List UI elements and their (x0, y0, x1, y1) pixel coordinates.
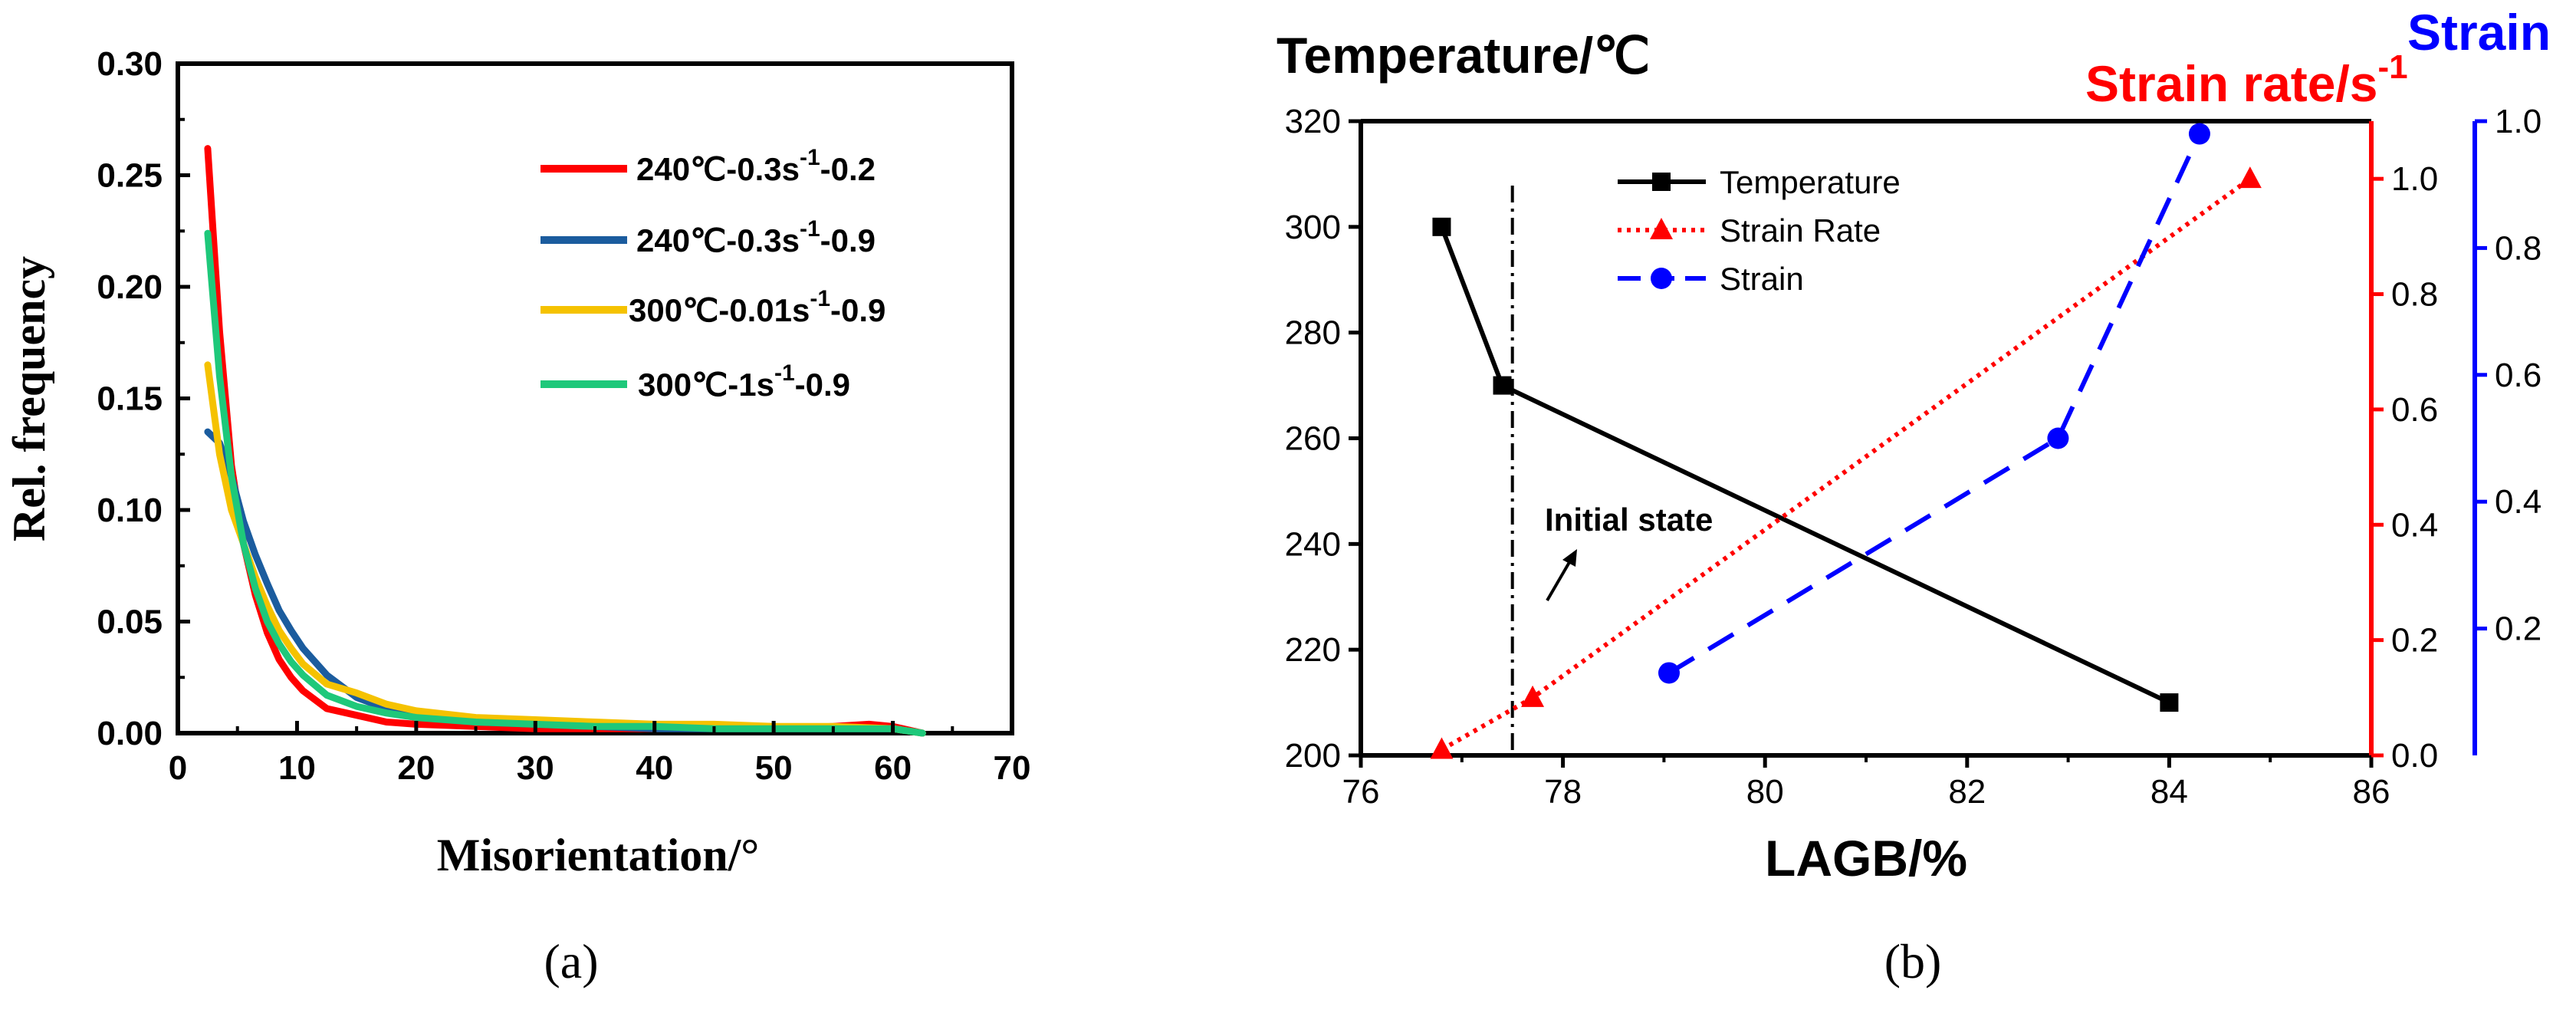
legend-text: 240℃-0.3s (636, 222, 800, 258)
chart-b-legend-label: Strain Rate (1720, 212, 1881, 248)
chart-b-series-line-strain-rate (1440, 176, 2252, 752)
chart-b-strain-tick-label: 0.4 (2495, 483, 2542, 521)
chart-a-ytick-label: 0.20 (97, 268, 163, 306)
strain-rate-label-sup: -1 (2378, 48, 2408, 86)
chart-b-legend: Temperature Strain Rate Strain (1618, 164, 1901, 297)
chart-a-xtick-label: 50 (755, 749, 793, 787)
chart-a: 0 10 20 30 40 50 60 70 0.00 0.05 0.10 0.15 0.20 0.25… (4, 45, 1030, 989)
chart-a-ytick-label: 0.25 (97, 157, 163, 195)
chart-b-temperature-tick-label: 300 (1285, 209, 1341, 246)
legend-text: 300℃-1s (638, 367, 774, 403)
chart-a-legend-label-3: 300℃-0.01s-1-0.9 (629, 286, 886, 328)
chart-b-xtick-label: 78 (1544, 773, 1582, 811)
chart-b: 76 78 80 82 84 86 200 220 240 260 280 300 320 0.0 0.2 0… (1276, 4, 2551, 989)
chart-b-legend-marker (1652, 173, 1671, 191)
chart-b-temperature-tick-label: 320 (1285, 103, 1341, 140)
chart-a-plot-frame (176, 61, 1014, 735)
chart-b-point-strain-rate (1430, 737, 1454, 759)
chart-b-series-line-strain (1668, 133, 2202, 676)
legend-text: 240℃-0.3s (636, 151, 800, 187)
initial-state-arrow (1546, 557, 1573, 602)
chart-a-legend-label-4: 300℃-1s-1-0.9 (638, 360, 850, 403)
chart-a-ytick-label: 0.10 (97, 492, 163, 529)
chart-b-point-temperature (1493, 376, 1512, 395)
chart-b-series-line-temperature (1439, 225, 2170, 705)
chart-b-xtick-label: 84 (2150, 773, 2188, 811)
chart-b-temperature-axis-label: Temperature/℃ (1276, 27, 1650, 84)
chart-a-ylabel: Rel. frequency (4, 256, 54, 541)
chart-b-temperature-tick-label: 240 (1285, 525, 1341, 563)
chart-b-point-temperature (2160, 693, 2179, 712)
chart-b-point-strain (2047, 427, 2069, 449)
chart-b-temperature-tick-label: 280 (1285, 314, 1341, 352)
chart-a-xtick-label: 60 (874, 749, 912, 787)
strain-rate-label-main: Strain rate/s (2085, 55, 2378, 112)
panel-b-label: (b) (1884, 934, 1942, 989)
chart-b-temperature-tick-label: 200 (1285, 737, 1341, 775)
chart-a-legend: 240℃-0.3s-1-0.2240℃-0.3s-1-0.9300℃-0.01s… (540, 145, 886, 403)
chart-a-xtick-label: 40 (636, 749, 673, 787)
chart-b-point-temperature (1432, 217, 1451, 236)
chart-b-xtick-label: 86 (2353, 773, 2390, 811)
chart-b-temperature-tick-label: 220 (1285, 631, 1341, 669)
chart-b-legend-marker (1651, 268, 1672, 289)
chart-a-series-line-3 (204, 361, 926, 737)
chart-a-legend-label-2: 240℃-0.3s-1-0.9 (636, 216, 876, 258)
chart-b-strain-tick-label: 0.2 (2495, 610, 2542, 648)
chart-b-xlabel: LAGB/% (1765, 830, 1967, 887)
legend-superscript: -1 (800, 145, 820, 170)
chart-b-strain-rate-axis-label: Strain rate/s-1 (2085, 48, 2408, 112)
legend-text: 300℃-0.01s (629, 292, 810, 328)
chart-a-xtick-label: 30 (517, 749, 554, 787)
chart-a-legend-label-1: 240℃-0.3s-1-0.2 (636, 145, 876, 187)
chart-b-point-strain (2188, 123, 2210, 145)
chart-b-strain-tick-label: 1.0 (2495, 103, 2542, 140)
chart-b-strain-tick-label: 0.8 (2495, 229, 2542, 267)
chart-a-xtick-label: 20 (397, 749, 435, 787)
initial-state-arrowhead (1562, 549, 1577, 567)
legend-superscript: -1 (810, 286, 830, 311)
panel-a-label: (a) (544, 934, 598, 989)
chart-b-strain-rate-tick-label: 1.0 (2391, 160, 2438, 198)
legend-text: -0.9 (820, 222, 876, 258)
chart-a-xtick-label: 70 (994, 749, 1031, 787)
chart-b-strain-rate-tick-label: 0.8 (2391, 276, 2438, 314)
chart-a-ytick-label: 0.05 (97, 604, 163, 641)
initial-state-annotation: Initial state (1545, 502, 1713, 538)
chart-b-legend-label: Strain (1720, 261, 1804, 297)
legend-text: -0.2 (820, 151, 876, 187)
chart-b-legend-label: Temperature (1720, 164, 1901, 200)
chart-b-strain-tick-label: 0.6 (2495, 357, 2542, 394)
legend-superscript: -1 (774, 360, 795, 386)
legend-text: -0.9 (795, 367, 850, 403)
legend-superscript: -1 (800, 216, 820, 242)
chart-a-xtick-label: 0 (169, 749, 187, 787)
chart-b-strain-rate-tick-label: 0.6 (2391, 391, 2438, 429)
legend-text: -0.9 (830, 292, 886, 328)
chart-b-temperature-tick-label: 260 (1285, 420, 1341, 458)
chart-a-ytick-label: 0.15 (97, 380, 163, 418)
chart-b-xtick-label: 80 (1746, 773, 1784, 811)
chart-a-series-line-4 (204, 229, 926, 737)
chart-b-point-strain-rate (2238, 166, 2262, 189)
chart-a-ytick-label: 0.30 (97, 45, 163, 83)
chart-b-legend-marker (1650, 218, 1673, 239)
chart-a-ytick-label: 0.00 (97, 715, 163, 752)
chart-b-xtick-label: 76 (1342, 773, 1380, 811)
chart-b-strain-rate-tick-label: 0.4 (2391, 506, 2438, 544)
chart-b-point-strain (1658, 662, 1680, 684)
chart-b-strain-rate-tick-label: 0.2 (2391, 622, 2438, 660)
chart-b-strain-rate-tick-label: 0.0 (2391, 737, 2438, 775)
chart-a-xlabel: Misorientation/° (437, 830, 760, 880)
chart-b-strain-axis-label: Strain (2407, 4, 2551, 61)
chart-a-xtick-label: 10 (278, 749, 316, 787)
chart-b-xtick-label: 82 (1948, 773, 1986, 811)
chart-b-point-strain-rate (1521, 685, 1545, 707)
